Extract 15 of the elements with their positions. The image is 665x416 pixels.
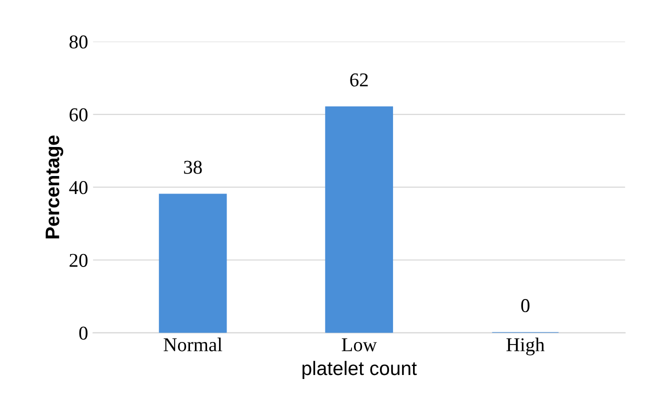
x-tick-label: High [506,338,545,356]
y-axis-title: Percentage [46,135,64,238]
y-tick-label: 60 [70,108,88,122]
x-tick-label: Normal [164,338,222,352]
y-tick-label: 80 [70,35,88,49]
data-label: 38 [184,160,202,174]
y-tick-label: 0 [79,326,88,340]
y-tick-label: 40 [69,181,88,194]
x-tick-label: Low [342,338,377,352]
data-label: 62 [350,73,368,87]
bar [325,106,394,333]
data-label: 0 [521,299,530,312]
bar [158,194,227,333]
y-tick-label: 20 [70,254,88,267]
x-axis-title: platelet count [302,360,417,380]
